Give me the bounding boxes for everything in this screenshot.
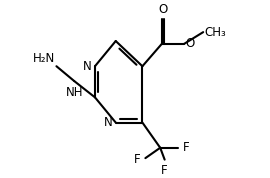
Text: F: F	[161, 164, 168, 177]
Text: O: O	[158, 3, 168, 16]
Text: H₂N: H₂N	[33, 52, 55, 65]
Text: N: N	[104, 116, 113, 129]
Text: F: F	[134, 153, 141, 166]
Text: N: N	[83, 60, 92, 73]
Text: CH₃: CH₃	[205, 26, 227, 39]
Text: F: F	[183, 141, 189, 154]
Text: NH: NH	[65, 86, 83, 99]
Text: O: O	[185, 38, 195, 51]
